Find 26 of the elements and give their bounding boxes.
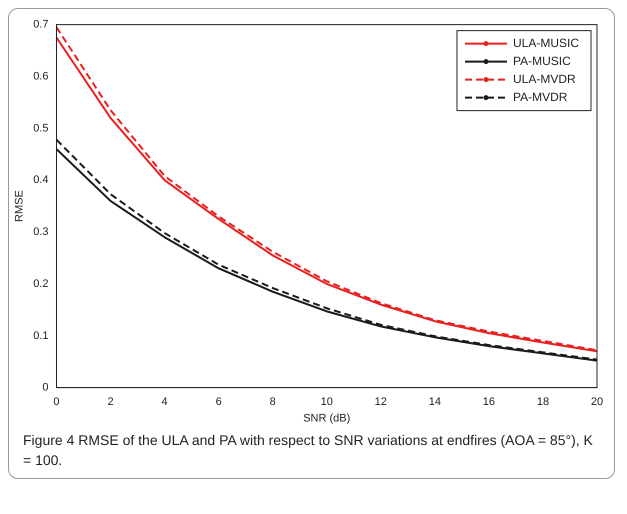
x-tick-label: 12	[374, 396, 387, 408]
legend-label: ULA-MUSIC	[512, 36, 580, 50]
x-axis-title: SNR (dB)	[303, 412, 350, 424]
x-tick-label: 8	[270, 396, 276, 408]
y-tick-label: 0.1	[33, 330, 48, 342]
caption: Figure 4 RMSE of the ULA and PA with respect to SNR variations at endfires (AOA = 85°), K = 100.	[22, 431, 594, 470]
y-tick-label: 0.7	[33, 18, 48, 31]
x-tick-label: 4	[162, 396, 168, 408]
y-tick-label: 0.4	[33, 174, 48, 186]
y-tick-label: 0	[42, 382, 48, 394]
y-tick-label: 0.3	[33, 226, 48, 238]
x-tick-label: 2	[107, 396, 114, 408]
x-tick-label: 20	[590, 396, 604, 408]
y-tick-label: 0.5	[33, 122, 48, 134]
legend-label: PA-MUSIC	[512, 54, 572, 68]
legend-label: ULA-MVDR	[512, 72, 576, 86]
legend-label: PA-MVDR	[512, 90, 568, 104]
y-axis-title: RMSE	[14, 190, 26, 222]
x-tick-label: 16	[482, 396, 496, 408]
x-tick-label: 18	[536, 396, 550, 408]
x-tick-label: 14	[428, 396, 441, 408]
x-tick-label: 0	[53, 396, 60, 408]
x-tick-label: 10	[320, 396, 333, 408]
y-tick-label: 0.2	[33, 278, 48, 290]
y-tick-label: 0.6	[33, 70, 48, 82]
x-tick-label: 6	[216, 396, 222, 408]
